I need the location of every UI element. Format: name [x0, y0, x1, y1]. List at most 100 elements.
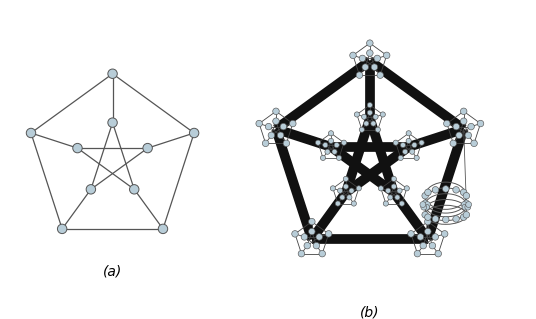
Circle shape [462, 204, 468, 210]
Circle shape [408, 231, 414, 237]
Circle shape [385, 188, 391, 193]
Circle shape [351, 201, 356, 206]
Circle shape [395, 195, 400, 200]
Circle shape [371, 64, 378, 70]
Circle shape [422, 192, 428, 199]
Circle shape [359, 127, 364, 132]
Circle shape [443, 186, 449, 192]
Circle shape [465, 204, 471, 210]
Circle shape [414, 155, 419, 160]
Circle shape [338, 188, 343, 193]
Circle shape [406, 131, 411, 136]
Circle shape [354, 112, 360, 117]
Circle shape [383, 201, 389, 206]
Text: (b): (b) [360, 306, 379, 319]
Circle shape [108, 118, 117, 127]
Circle shape [359, 55, 366, 62]
Circle shape [464, 200, 470, 206]
Circle shape [391, 176, 397, 182]
Circle shape [378, 186, 383, 191]
Circle shape [340, 195, 345, 200]
Circle shape [325, 231, 332, 237]
Circle shape [256, 120, 263, 127]
Circle shape [273, 108, 279, 115]
Circle shape [334, 143, 339, 148]
Circle shape [158, 224, 168, 234]
Circle shape [477, 120, 484, 127]
Circle shape [350, 52, 356, 59]
Circle shape [337, 155, 341, 160]
Circle shape [301, 234, 308, 240]
Circle shape [362, 114, 367, 119]
Circle shape [362, 64, 369, 70]
Circle shape [432, 234, 438, 240]
Circle shape [398, 155, 403, 160]
Circle shape [189, 128, 199, 138]
Circle shape [332, 149, 337, 154]
Circle shape [443, 216, 449, 223]
Circle shape [419, 140, 424, 145]
Circle shape [329, 138, 333, 144]
Circle shape [429, 242, 436, 249]
Circle shape [453, 216, 459, 222]
Circle shape [468, 123, 474, 130]
Circle shape [57, 224, 67, 234]
Text: (a): (a) [103, 264, 122, 278]
Circle shape [377, 72, 383, 78]
Circle shape [325, 149, 330, 154]
Circle shape [26, 128, 36, 138]
Circle shape [435, 250, 442, 257]
Circle shape [86, 185, 95, 194]
Circle shape [432, 187, 439, 193]
Circle shape [343, 184, 348, 189]
Circle shape [453, 123, 459, 130]
Circle shape [422, 200, 428, 206]
Circle shape [367, 40, 373, 46]
Circle shape [309, 228, 315, 235]
Circle shape [453, 187, 459, 193]
Circle shape [450, 140, 457, 147]
Circle shape [403, 149, 408, 154]
Circle shape [397, 188, 402, 193]
Circle shape [444, 120, 450, 127]
Circle shape [330, 186, 336, 191]
Circle shape [356, 72, 363, 78]
Circle shape [289, 120, 296, 127]
Circle shape [460, 214, 467, 220]
Circle shape [460, 189, 467, 196]
Circle shape [425, 189, 431, 196]
Circle shape [461, 202, 467, 207]
Circle shape [280, 123, 287, 130]
Circle shape [143, 143, 152, 153]
Circle shape [425, 219, 431, 225]
Circle shape [420, 202, 426, 207]
Circle shape [410, 149, 415, 154]
Circle shape [425, 228, 431, 235]
Circle shape [277, 132, 284, 138]
Circle shape [283, 140, 289, 147]
Circle shape [391, 184, 397, 189]
Circle shape [463, 211, 470, 218]
Circle shape [108, 69, 117, 78]
Circle shape [364, 121, 369, 126]
Circle shape [73, 143, 82, 153]
Circle shape [380, 112, 385, 117]
Circle shape [329, 131, 333, 136]
Circle shape [406, 138, 411, 144]
Circle shape [349, 188, 354, 193]
Circle shape [262, 140, 269, 147]
Circle shape [374, 55, 381, 62]
Circle shape [268, 132, 274, 138]
Circle shape [375, 127, 381, 132]
Circle shape [463, 192, 470, 199]
Circle shape [316, 140, 321, 145]
Circle shape [367, 102, 373, 108]
Circle shape [292, 231, 298, 237]
Circle shape [383, 52, 390, 59]
Circle shape [343, 176, 348, 182]
Circle shape [388, 195, 393, 200]
Circle shape [130, 185, 139, 194]
Circle shape [367, 50, 373, 56]
Circle shape [313, 242, 319, 249]
Circle shape [399, 201, 405, 206]
